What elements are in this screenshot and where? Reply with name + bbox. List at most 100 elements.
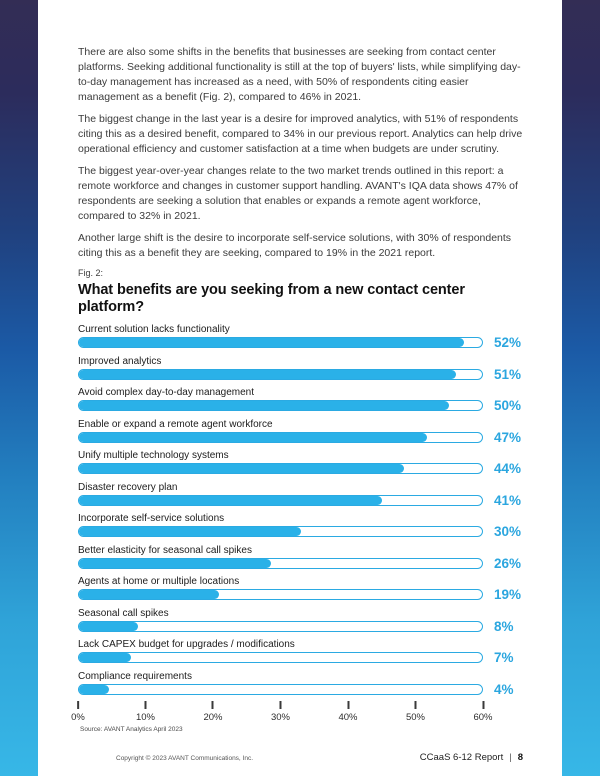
bar-label: Improved analytics (78, 355, 162, 367)
bar-line: 51% (78, 366, 526, 382)
bar-track (78, 463, 483, 474)
bar-line: 50% (78, 398, 526, 413)
bar-track (78, 557, 483, 569)
footer-report-info: CCaaS 6-12 Report | 8 (420, 752, 523, 763)
tick-label: 60% (473, 712, 493, 723)
axis-tick: 20% (203, 701, 222, 723)
bar-fill (79, 464, 405, 473)
bar-value-label: 19% (494, 587, 522, 602)
bar-line: 52% (78, 335, 526, 350)
bar-value-label: 7% (494, 650, 514, 665)
bar-track (78, 400, 483, 411)
tick-label: 50% (405, 712, 425, 723)
tick-label: 30% (270, 712, 291, 723)
bar-label: Compliance requirements (78, 670, 192, 682)
chart-source: Source: AVANT Analytics April 2023 (80, 726, 183, 733)
bar-line: 26% (78, 556, 526, 570)
bar-value-label: 47% (494, 429, 522, 445)
bar-label: Incorporate self-service solutions (78, 513, 225, 524)
bar-value-label: 51% (494, 366, 522, 382)
paragraph-4: Another large shift is the desire to inc… (78, 232, 512, 259)
bar-value-label: 41% (494, 492, 522, 508)
bar-chart: Current solution lacks functionality 52% I… (78, 323, 526, 696)
axis-tick: 30% (271, 701, 290, 723)
bar-label: Seasonal call spikes (78, 607, 169, 619)
axis-tick: 0% (71, 701, 85, 723)
tick-label: 20% (203, 712, 223, 723)
bar-label: Better elasticity for seasonal call spik… (78, 544, 252, 556)
bar-line: 8% (78, 618, 526, 634)
bar-fill (79, 621, 139, 631)
bar-label: Disaster recovery plan (78, 481, 178, 493)
bar-track (78, 683, 483, 695)
x-axis: 0% 10% 20% 30% 40% 50% 60% (71, 701, 493, 725)
chart-title: What benefits are you seeking from a new… (78, 282, 465, 315)
chart-row: Agents at home or multiple locations 19% (78, 575, 526, 602)
bar-line: 30% (78, 524, 526, 539)
bar-line: 19% (78, 587, 526, 602)
axis-tick: 10% (136, 701, 155, 723)
axis-tick: 40% (338, 701, 358, 723)
bar-label: Current solution lacks functionality (78, 324, 230, 335)
page-number: 8 (517, 752, 523, 763)
bar-fill (79, 338, 464, 347)
bar-track (78, 494, 483, 506)
footer-separator: | (509, 752, 512, 763)
bar-label: Agents at home or multiple locations (78, 576, 240, 587)
bar-value-label: 50% (494, 398, 522, 413)
tick-mark (279, 701, 282, 709)
bar-track (78, 526, 483, 537)
bar-fill (79, 590, 220, 599)
tick-mark (346, 701, 349, 709)
chart-row: Seasonal call spikes 8% (78, 607, 526, 634)
bar-track (78, 368, 483, 380)
tick-mark (481, 701, 484, 709)
bar-fill (79, 684, 109, 694)
chart-row: Enable or expand a remote agent workforc… (78, 418, 526, 445)
chart-row: Unify multiple technology systems 44% (78, 449, 526, 475)
chart-row: Incorporate self-service solutions 30% (78, 512, 526, 539)
tick-mark (76, 701, 79, 709)
chart-row: Avoid complex day-to-day management 50% (78, 386, 526, 413)
chart-row: Current solution lacks functionality 52% (78, 323, 526, 350)
bar-fill (79, 527, 301, 536)
paragraph-3: The biggest year-over-year changes relat… (78, 165, 518, 222)
right-border-decoration (562, 0, 600, 776)
bar-line: 41% (78, 492, 526, 508)
bar-fill (79, 495, 383, 505)
bar-label: Enable or expand a remote agent workforc… (78, 418, 273, 430)
bar-label: Unify multiple technology systems (78, 450, 229, 461)
chart-row: Disaster recovery plan 41% (78, 481, 526, 508)
axis-tick: 50% (406, 701, 425, 723)
bar-line: 44% (78, 462, 526, 475)
axis-tick: 60% (473, 701, 493, 723)
paragraph-2: The biggest change in the last year is a… (78, 113, 523, 155)
bar-value-label: 8% (494, 618, 514, 634)
tick-mark (144, 701, 147, 709)
copyright-text: Copyright © 2023 AVANT Communications, I… (116, 755, 254, 762)
report-name: CCaaS 6-12 Report (419, 752, 504, 763)
bar-fill (79, 369, 457, 379)
tick-label: 10% (135, 712, 156, 723)
bar-fill (79, 401, 449, 410)
bar-track (78, 431, 483, 443)
bar-fill (79, 653, 131, 662)
bar-track (78, 589, 483, 600)
bar-line: 4% (78, 682, 526, 696)
bar-fill (79, 558, 272, 568)
tick-label: 0% (71, 712, 85, 723)
page-footer: Copyright © 2023 AVANT Communications, I… (116, 752, 523, 763)
tick-mark (414, 701, 417, 709)
chart-row: Better elasticity for seasonal call spik… (78, 544, 526, 570)
tick-label: 40% (338, 712, 358, 723)
tick-mark (211, 701, 214, 709)
body-text: There are also some shifts in the benefi… (78, 45, 526, 261)
bar-value-label: 30% (494, 524, 522, 539)
left-border-decoration (0, 0, 38, 776)
bar-track (78, 337, 483, 348)
bar-line: 47% (78, 429, 526, 445)
bar-fill (79, 432, 427, 442)
bar-line: 7% (78, 650, 526, 665)
bar-value-label: 52% (494, 335, 522, 350)
